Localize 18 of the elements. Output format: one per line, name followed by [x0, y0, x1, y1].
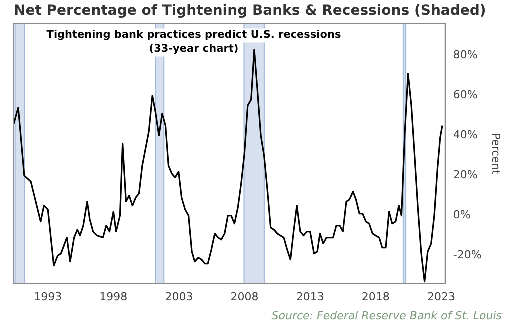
y-tick-label: 80%: [453, 48, 478, 62]
annotation: (33-year chart): [149, 42, 239, 55]
y-axis-title: Percent: [490, 133, 503, 176]
source-note: Source: Federal Reserve Bank of St. Louis: [272, 309, 502, 322]
x-tick-label: 1993: [34, 290, 62, 304]
x-tick-label: 2003: [165, 290, 194, 304]
y-tick-label: 40%: [453, 128, 478, 142]
chart-title: Net Percentage of Tightening Banks & Recessions (Shaded): [14, 3, 486, 20]
y-tick-label: -20%: [453, 248, 482, 262]
x-tick-label: 1998: [100, 290, 128, 304]
y-tick-label: 0%: [453, 208, 471, 222]
x-tick-label: 2018: [362, 290, 390, 304]
annotation: Tightening bank practices predict U.S. recessions: [46, 28, 342, 41]
x-tick-label: 2023: [427, 290, 456, 304]
y-tick-label: 20%: [453, 168, 478, 182]
y-tick-label: 60%: [453, 88, 478, 102]
x-tick-label: 2013: [296, 290, 324, 304]
x-tick-label: 2008: [230, 290, 259, 304]
